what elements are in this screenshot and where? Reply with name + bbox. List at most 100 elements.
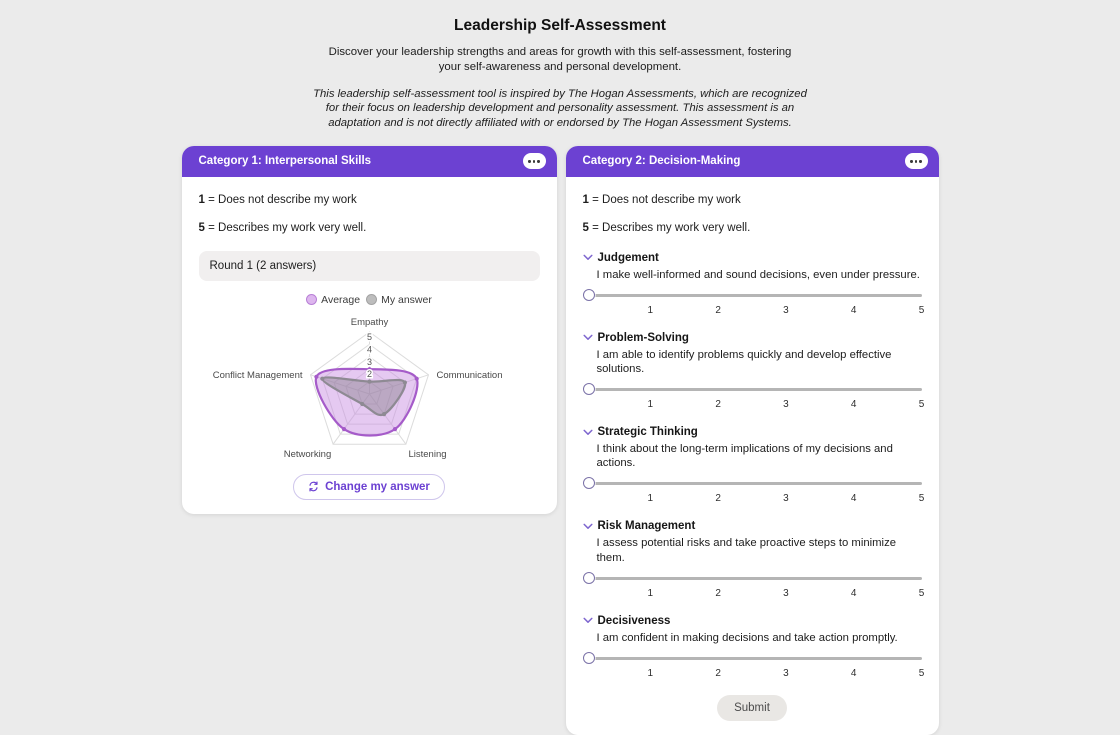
page-subtitle: Discover your leadership strengths and a… <box>328 46 792 73</box>
slider-tick-label: 2 <box>715 493 721 505</box>
change-answer-button[interactable]: Change my answer <box>293 473 445 500</box>
submit-button[interactable]: Submit <box>717 694 787 721</box>
change-answer-label: Change my answer <box>325 480 430 493</box>
question-item-decisiveness: Decisiveness I am confident in making de… <box>582 615 925 681</box>
slider-tick-label: 1 <box>647 587 654 599</box>
question-item-strategic-thinking: Strategic Thinking I think about the lon… <box>582 426 925 506</box>
slider-tick-label: 3 <box>783 493 789 505</box>
question-collapse-toggle[interactable]: Risk Management <box>582 520 922 533</box>
slider-tick-label: 1 <box>647 667 654 679</box>
question-list: Judgement I make well-informed and sound… <box>582 251 925 681</box>
scale-high-line: 5 = Describes my work very well. <box>199 222 540 234</box>
slider-tick-labels: 1 2 3 4 5 <box>583 399 925 412</box>
cards-row: Category 1: Interpersonal Skills 1 = Doe… <box>0 145 1120 735</box>
card-decision-making: Category 2: Decision-Making 1 = Does not… <box>565 145 939 735</box>
slider-tick-label: 3 <box>783 587 789 599</box>
slider-tick-label: 4 <box>850 304 857 316</box>
page-disclaimer: This leadership self-assessment tool is … <box>313 88 807 129</box>
question-collapse-toggle[interactable]: Judgement <box>582 251 922 264</box>
slider-tick-label: 2 <box>715 304 721 316</box>
slider-tick-label: 2 <box>715 587 721 599</box>
svg-text:Empathy: Empathy <box>350 317 388 328</box>
scale-high-line: 5 = Describes my work very well. <box>583 222 922 234</box>
answer-slider[interactable] <box>582 383 922 396</box>
scale-low-value: 1 <box>582 193 589 206</box>
slider-tick-label: 5 <box>918 304 925 316</box>
question-item-judgement: Judgement I make well-informed and sound… <box>582 251 925 318</box>
slider-tick-label: 4 <box>850 667 857 679</box>
legend-item-average[interactable]: Average <box>306 294 360 306</box>
chevron-down-icon <box>582 617 593 624</box>
my-answer-swatch-icon <box>366 294 378 306</box>
slider-tick-label: 5 <box>918 399 925 411</box>
card2-menu-button[interactable] <box>904 153 928 170</box>
scale-low-line: 1 = Does not describe my work <box>199 194 540 206</box>
question-title: Strategic Thinking <box>597 426 698 439</box>
question-collapse-toggle[interactable]: Strategic Thinking <box>582 426 922 439</box>
question-item-risk-management: Risk Management I assess potential risks… <box>582 520 925 601</box>
scale-high-text: = Describes my work very well. <box>592 221 751 234</box>
slider-thumb[interactable] <box>582 477 595 490</box>
slider-thumb[interactable] <box>582 571 595 584</box>
legend-label-my-answer: My answer <box>381 293 432 306</box>
chevron-down-icon <box>582 254 593 261</box>
slider-thumb[interactable] <box>582 288 595 301</box>
question-item-problem-solving: Problem-Solving I am able to identify pr… <box>582 331 925 412</box>
scale-low-value: 1 <box>198 193 205 206</box>
question-collapse-toggle[interactable]: Problem-Solving <box>582 331 922 344</box>
svg-text:3: 3 <box>366 357 371 367</box>
card2-title: Category 2: Decision-Making <box>582 155 741 168</box>
slider-tick-labels: 1 2 3 4 5 <box>583 587 925 601</box>
slider-track[interactable] <box>582 293 922 297</box>
question-description: I am confident in making decisions and t… <box>596 631 898 644</box>
question-description: I think about the long-term implications… <box>596 443 893 470</box>
legend-label-average: Average <box>321 293 361 306</box>
page-header: Leadership Self-Assessment Discover your… <box>0 0 1120 130</box>
card1-menu-button[interactable] <box>522 153 546 170</box>
round-selector[interactable]: Round 1 (2 answers) <box>198 250 540 281</box>
question-description: I make well-informed and sound decisions… <box>596 268 920 281</box>
scale-high-value: 5 <box>582 221 589 234</box>
answer-slider[interactable] <box>582 571 922 585</box>
slider-tick-label: 1 <box>647 304 654 316</box>
average-swatch-icon <box>306 294 318 306</box>
chevron-down-icon <box>582 335 593 341</box>
ellipsis-icon <box>910 160 922 163</box>
slider-tick-labels: 1 2 3 4 5 <box>583 493 925 506</box>
legend-item-my-answer[interactable]: My answer <box>366 294 432 306</box>
svg-text:Networking: Networking <box>283 449 331 460</box>
slider-tick-label: 2 <box>715 667 721 679</box>
svg-text:2: 2 <box>366 369 371 379</box>
slider-track[interactable] <box>582 482 922 486</box>
slider-track[interactable] <box>582 576 922 580</box>
slider-thumb[interactable] <box>582 651 595 664</box>
question-title: Judgement <box>597 251 659 264</box>
question-title: Risk Management <box>597 520 696 533</box>
svg-text:Conflict Management: Conflict Management <box>212 370 302 381</box>
scale-high-text: = Describes my work very well. <box>208 221 367 234</box>
slider-tick-label: 3 <box>783 304 789 316</box>
scale-high-value: 5 <box>198 221 205 234</box>
scale-low-text: = Does not describe my work <box>208 193 357 206</box>
slider-track[interactable] <box>582 388 922 392</box>
page-title: Leadership Self-Assessment <box>454 17 666 34</box>
answer-slider[interactable] <box>582 477 922 490</box>
slider-thumb[interactable] <box>582 383 595 396</box>
question-description: I assess potential risks and take proact… <box>596 537 897 564</box>
slider-tick-labels: 1 2 3 4 5 <box>583 304 925 318</box>
answer-slider[interactable] <box>582 288 922 302</box>
slider-tick-labels: 1 2 3 4 5 <box>583 667 925 681</box>
slider-track[interactable] <box>582 656 922 660</box>
card1-header: Category 1: Interpersonal Skills <box>181 145 557 177</box>
slider-tick-label: 1 <box>647 399 654 411</box>
card1-title: Category 1: Interpersonal Skills <box>198 155 372 168</box>
slider-tick-label: 4 <box>850 493 857 505</box>
question-title: Problem-Solving <box>597 331 689 344</box>
scale-low-line: 1 = Does not describe my work <box>583 194 922 206</box>
ellipsis-icon <box>528 160 540 163</box>
slider-tick-label: 5 <box>918 587 925 599</box>
answer-slider[interactable] <box>582 651 922 665</box>
question-description: I am able to identify problems quickly a… <box>596 348 892 376</box>
question-collapse-toggle[interactable]: Decisiveness <box>582 615 922 627</box>
svg-text:5: 5 <box>366 332 371 342</box>
